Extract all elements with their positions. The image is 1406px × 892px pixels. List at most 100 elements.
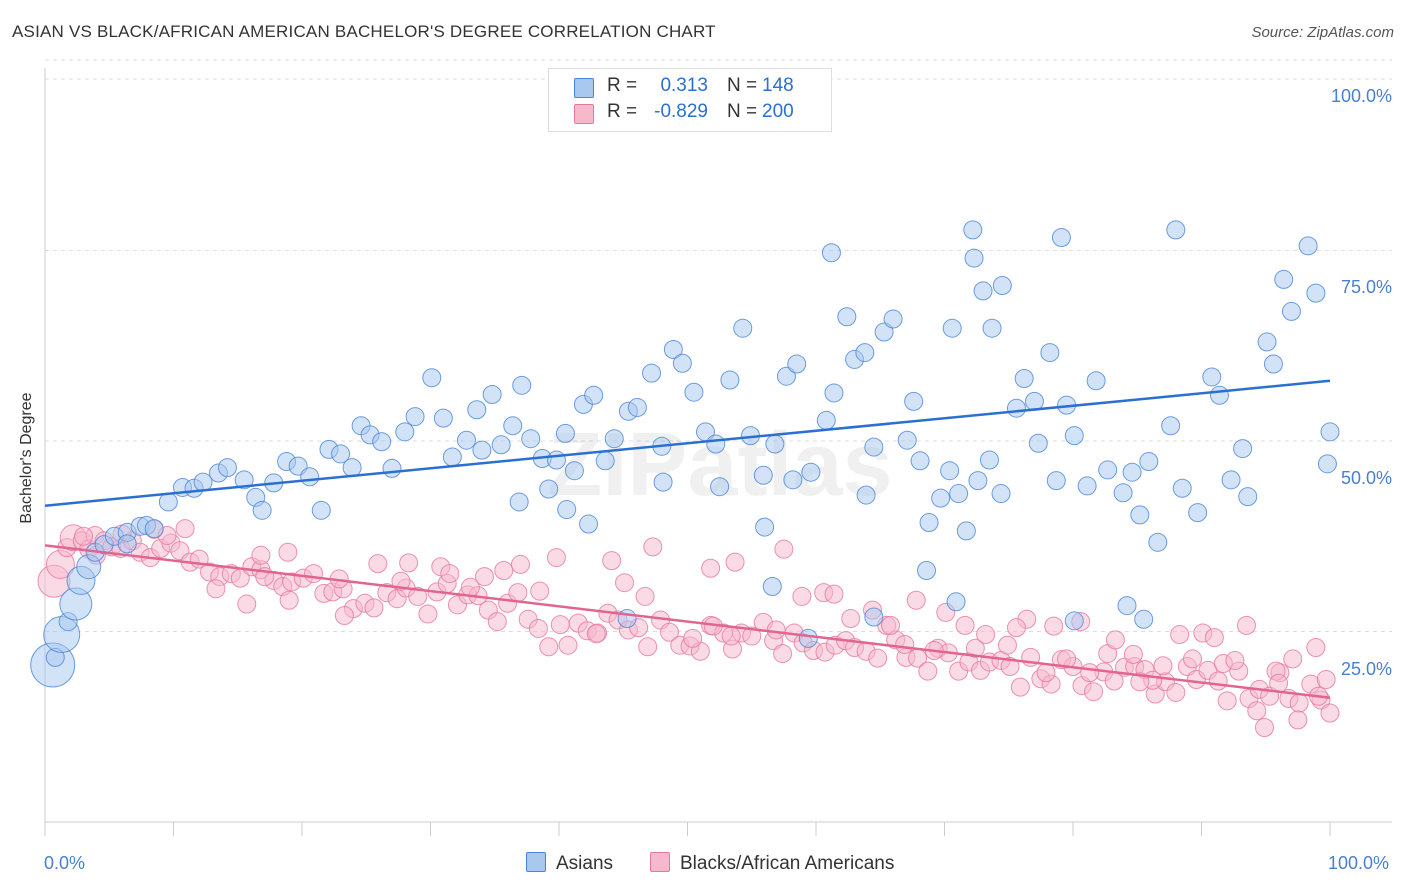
stats-box: R = 0.313 N = 148 R = -0.829 N = 200 bbox=[548, 68, 832, 132]
asian-point bbox=[964, 248, 984, 268]
asian-point bbox=[672, 353, 692, 373]
asian-point bbox=[931, 488, 951, 508]
black-point bbox=[965, 638, 985, 658]
black-point bbox=[1320, 703, 1340, 723]
black-point bbox=[175, 519, 195, 539]
black-point bbox=[615, 573, 635, 593]
asian-point bbox=[1130, 505, 1150, 525]
asian-point bbox=[942, 318, 962, 338]
black-point bbox=[881, 615, 901, 635]
asian-point bbox=[1113, 483, 1133, 503]
r-value: 0.313 bbox=[660, 75, 708, 96]
asian-point bbox=[382, 458, 402, 478]
black-point bbox=[508, 583, 528, 603]
asian-point bbox=[1014, 368, 1034, 388]
asian-point bbox=[395, 422, 415, 442]
blacks-legend-swatch bbox=[650, 852, 670, 872]
legend-item-blacks[interactable]: Blacks/African Americans bbox=[650, 852, 894, 875]
asian-point bbox=[627, 397, 647, 417]
n-value: 148 bbox=[762, 75, 794, 96]
asian-point bbox=[604, 429, 624, 449]
black-point bbox=[550, 615, 570, 635]
asian-point bbox=[595, 451, 615, 471]
n-label: N = bbox=[727, 101, 758, 122]
asian-point bbox=[405, 407, 425, 427]
asian-point bbox=[1233, 439, 1253, 459]
asian-point bbox=[762, 577, 782, 597]
chart-title: ASIAN VS BLACK/AFRICAN AMERICAN BACHELOR… bbox=[12, 22, 716, 41]
black-point bbox=[1208, 671, 1228, 691]
source-label: Source: ZipAtlas.com bbox=[1251, 24, 1394, 41]
asian-point bbox=[1134, 609, 1154, 629]
asian-point bbox=[579, 514, 599, 534]
asian-point bbox=[956, 521, 976, 541]
asian-point bbox=[1209, 385, 1229, 405]
black-point bbox=[1236, 615, 1256, 635]
asian-point bbox=[949, 484, 969, 504]
black-point bbox=[304, 564, 324, 584]
asian-point bbox=[1117, 596, 1137, 616]
legend-label-asians: Asians bbox=[556, 853, 614, 874]
asian-point bbox=[642, 363, 662, 383]
black-point bbox=[721, 626, 741, 646]
black-point bbox=[766, 620, 786, 640]
black-point bbox=[1217, 691, 1237, 711]
black-point bbox=[1170, 625, 1190, 645]
asian-point bbox=[1024, 391, 1044, 411]
asian-point bbox=[217, 458, 237, 478]
asian-point bbox=[472, 440, 492, 460]
asian-trend-line bbox=[44, 379, 1331, 507]
black-point bbox=[391, 571, 411, 591]
asian-point bbox=[973, 281, 993, 301]
black-point bbox=[1306, 637, 1326, 657]
black-point bbox=[1316, 669, 1336, 689]
black-point bbox=[251, 545, 271, 565]
asian-point bbox=[456, 430, 476, 450]
asian-point bbox=[801, 462, 821, 482]
asian-point bbox=[1064, 426, 1084, 446]
black-point bbox=[1153, 656, 1173, 676]
asian-point bbox=[787, 354, 807, 374]
asian-point bbox=[1306, 283, 1326, 303]
x-tick-label-100: 100.0% bbox=[1328, 853, 1390, 873]
asian-point bbox=[117, 534, 137, 554]
asian-point bbox=[963, 220, 983, 240]
blacks-swatch bbox=[574, 104, 594, 124]
black-point bbox=[1036, 663, 1056, 683]
black-point bbox=[1010, 677, 1030, 697]
asian-point bbox=[234, 470, 254, 490]
legend-item-asians[interactable]: Asians bbox=[526, 852, 613, 875]
asian-point bbox=[1040, 343, 1060, 363]
black-point bbox=[976, 625, 996, 645]
y-tick-label-75: 75.0% bbox=[1340, 277, 1392, 297]
asian-point bbox=[1263, 354, 1283, 374]
legend-label-blacks: Blacks/African Americans bbox=[680, 853, 895, 874]
y-axis-label: Bachelor's Degree bbox=[18, 392, 35, 524]
black-point bbox=[206, 579, 226, 599]
asian-point bbox=[968, 471, 988, 491]
asian-point bbox=[1317, 454, 1337, 474]
asian-point bbox=[1238, 487, 1258, 507]
asian-point bbox=[1077, 476, 1097, 496]
r-label: R = bbox=[607, 75, 638, 96]
black-point bbox=[602, 551, 622, 571]
black-point bbox=[237, 594, 257, 614]
black-point bbox=[278, 542, 298, 562]
asian-point bbox=[1257, 332, 1277, 352]
y-tick-label-50: 50.0% bbox=[1340, 468, 1392, 488]
black-point bbox=[418, 604, 438, 624]
black-point bbox=[660, 622, 680, 642]
asian-point bbox=[1051, 228, 1071, 248]
asian-point bbox=[442, 447, 462, 467]
black-point bbox=[895, 634, 915, 654]
black-point bbox=[1289, 693, 1309, 713]
asian-point bbox=[584, 385, 604, 405]
asian-point bbox=[979, 450, 999, 470]
asian-point bbox=[1320, 422, 1340, 442]
asian-point bbox=[491, 435, 511, 455]
black-point bbox=[1204, 628, 1224, 648]
asian-point bbox=[706, 434, 726, 454]
black-point bbox=[440, 564, 460, 584]
asian-point bbox=[733, 318, 753, 338]
asian-point bbox=[521, 429, 541, 449]
